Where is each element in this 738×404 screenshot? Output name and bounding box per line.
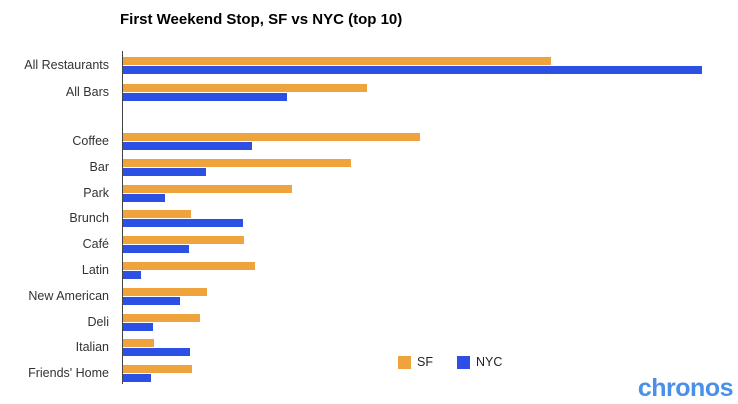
category-label: Latin <box>81 263 109 277</box>
category-label: Café <box>82 237 109 251</box>
category-row: Bar <box>0 159 738 176</box>
category-row: Café <box>0 236 738 253</box>
sf-bar[interactable] <box>123 262 255 270</box>
nyc-bar[interactable] <box>123 142 253 150</box>
nyc-bar[interactable] <box>123 271 141 279</box>
nyc-bar[interactable] <box>123 374 151 382</box>
category-row: Park <box>0 185 738 202</box>
nyc-bar[interactable] <box>123 245 189 253</box>
legend-item-nyc: NYC <box>456 355 503 369</box>
category-label: Deli <box>87 315 109 329</box>
category-row: Latin <box>0 262 738 279</box>
category-row: All Restaurants <box>0 57 738 74</box>
y-axis-line <box>122 51 123 384</box>
sf-bar[interactable] <box>123 339 155 347</box>
category-label: Bar <box>89 160 109 174</box>
sf-bar[interactable] <box>123 57 551 65</box>
legend-swatch-icon <box>456 355 470 369</box>
sf-bar[interactable] <box>123 133 420 141</box>
category-row: Friends' Home <box>0 365 738 382</box>
nyc-bar[interactable] <box>123 323 154 331</box>
legend-item-sf: SF <box>398 355 433 369</box>
sf-bar[interactable] <box>123 159 352 167</box>
sf-bar[interactable] <box>123 365 192 373</box>
sf-bar[interactable] <box>123 314 200 322</box>
legend-label: SF <box>417 355 433 369</box>
nyc-bar[interactable] <box>123 93 287 101</box>
category-label: Italian <box>75 340 109 354</box>
legend: SF NYC <box>398 355 502 369</box>
category-row: All Bars <box>0 84 738 101</box>
legend-swatch-icon <box>398 355 411 369</box>
nyc-bar[interactable] <box>123 219 243 227</box>
category-label: Coffee <box>72 134 109 148</box>
sf-bar[interactable] <box>123 210 191 218</box>
category-label: Park <box>83 186 109 200</box>
category-label: All Bars <box>65 85 109 99</box>
category-row: New American <box>0 288 738 305</box>
nyc-bar[interactable] <box>123 168 206 176</box>
nyc-bar[interactable] <box>123 66 702 74</box>
sf-bar[interactable] <box>123 84 367 92</box>
category-label: Brunch <box>69 211 109 225</box>
category-row: Coffee <box>0 133 738 150</box>
category-row: Brunch <box>0 210 738 227</box>
sf-bar[interactable] <box>123 288 207 296</box>
category-row: Italian <box>0 339 738 356</box>
category-label: Friends' Home <box>28 366 109 380</box>
category-label: All Restaurants <box>24 58 109 72</box>
legend-label: NYC <box>475 355 503 369</box>
chart-title: First Weekend Stop, SF vs NYC (top 10) <box>120 11 403 28</box>
nyc-bar[interactable] <box>123 297 180 305</box>
nyc-bar[interactable] <box>123 348 191 356</box>
sf-bar[interactable] <box>123 185 293 193</box>
category-row: Deli <box>0 314 738 331</box>
sf-bar[interactable] <box>123 236 244 244</box>
chronos-logo: chronos <box>637 374 734 402</box>
nyc-bar[interactable] <box>123 194 166 202</box>
category-label: New American <box>28 289 109 303</box>
